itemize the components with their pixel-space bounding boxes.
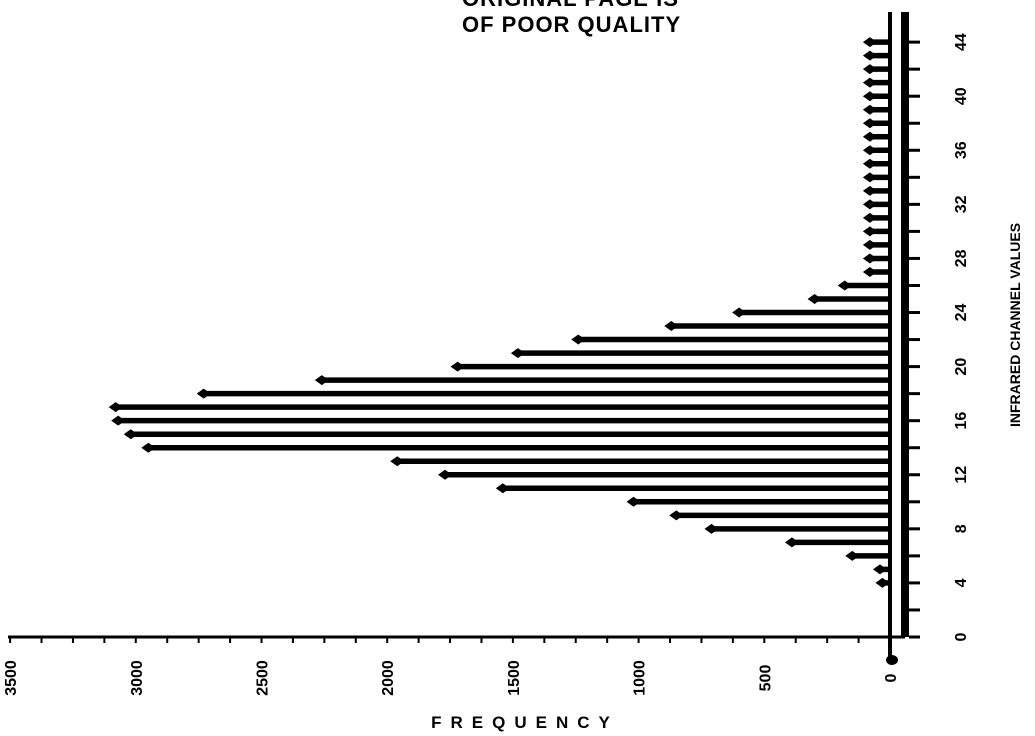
y-tick-label: 44 xyxy=(953,33,970,51)
bar-marker xyxy=(862,104,877,115)
bar-marker xyxy=(669,510,684,521)
x-tick-label: 3000 xyxy=(129,660,146,696)
bar-marker xyxy=(784,537,799,548)
bar-marker xyxy=(108,402,123,413)
y-tick-label: 12 xyxy=(953,466,970,484)
bar-marker xyxy=(123,429,138,440)
bar-marker xyxy=(862,118,877,129)
bar-marker xyxy=(862,50,877,61)
bar-marker xyxy=(862,172,877,183)
bar-marker xyxy=(862,158,877,169)
bar-marker xyxy=(862,131,877,142)
x-tick-label: 3500 xyxy=(3,660,20,696)
x-tick-label: 1500 xyxy=(506,660,523,696)
bar-marker xyxy=(875,577,890,588)
x-axis-label: FREQUENCY xyxy=(431,713,619,732)
bar-marker xyxy=(704,523,719,534)
x-tick-label: 500 xyxy=(757,665,774,692)
bar-marker xyxy=(862,199,877,210)
chart-axes xyxy=(8,12,909,665)
stamp-line-2: OF POOR QUALITY xyxy=(462,12,682,38)
x-tick-label: 1000 xyxy=(632,660,649,696)
bar-marker xyxy=(862,266,877,277)
bar-marker xyxy=(862,239,877,250)
bar-marker xyxy=(872,564,887,575)
bar-marker xyxy=(862,226,877,237)
bar-marker xyxy=(862,64,877,75)
y-tick-label: 36 xyxy=(953,141,970,159)
bar-marker xyxy=(732,307,747,318)
x-tick-label: 2500 xyxy=(255,660,272,696)
bar-marker xyxy=(862,91,877,102)
bar-marker xyxy=(807,294,822,304)
y-tick-label: 28 xyxy=(953,249,970,267)
origin-marker xyxy=(886,655,898,665)
bar-marker xyxy=(196,388,211,399)
bar-marker xyxy=(845,550,860,561)
bar-marker xyxy=(862,77,877,88)
bar-marker xyxy=(862,185,877,196)
bar-marker xyxy=(141,442,156,453)
bar-marker xyxy=(495,483,510,494)
y-tick-label: 0 xyxy=(953,632,970,641)
bar-marker xyxy=(837,280,852,291)
bar-marker xyxy=(862,253,877,264)
chart-ticks: 0 500 1000 1500 2000 2500 3000 3500 0 4 8 12 16 20 24 2… xyxy=(3,33,970,696)
bar-marker xyxy=(626,496,641,507)
bar-marker xyxy=(438,469,453,480)
chart-bars xyxy=(108,37,890,588)
y-axis-label: INFRARED CHANNEL VALUES xyxy=(1007,223,1023,427)
bar-marker xyxy=(111,415,126,426)
y-tick-label: 16 xyxy=(953,412,970,430)
bar-marker xyxy=(862,37,877,48)
y-tick-label: 24 xyxy=(953,304,970,322)
bar-marker xyxy=(450,361,465,372)
bar-marker xyxy=(571,334,586,345)
bar-marker xyxy=(664,321,679,332)
bar-marker xyxy=(314,375,329,386)
y-tick-label: 20 xyxy=(953,358,970,376)
bar-marker xyxy=(510,348,525,359)
y-tick-label: 40 xyxy=(953,87,970,105)
bar-marker xyxy=(390,456,405,467)
y-tick-label: 8 xyxy=(953,524,970,533)
y-tick-label: 4 xyxy=(953,578,970,587)
y-tick-label: 32 xyxy=(953,195,970,213)
x-tick-label: 0 xyxy=(883,673,900,682)
bar-marker xyxy=(862,145,877,156)
stamp-line-1: ORIGINAL PAGE IS xyxy=(462,0,681,12)
bar-marker xyxy=(862,212,877,223)
quality-stamp: ORIGINAL PAGE IS OF POOR QUALITY xyxy=(462,0,681,39)
x-tick-label: 2000 xyxy=(380,660,397,696)
